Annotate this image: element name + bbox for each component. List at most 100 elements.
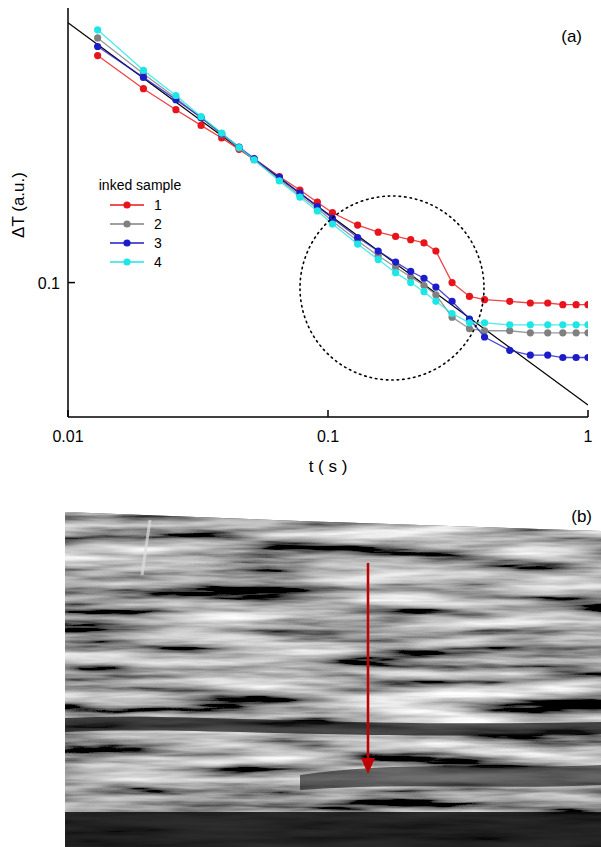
legend-marker xyxy=(123,220,130,227)
data-point xyxy=(527,329,534,336)
legend-label: 3 xyxy=(154,235,162,251)
image-streak xyxy=(300,765,601,790)
data-point xyxy=(527,321,534,328)
data-point xyxy=(481,333,488,340)
data-point xyxy=(448,279,455,286)
series-line xyxy=(98,46,588,357)
data-point xyxy=(235,145,242,152)
data-point xyxy=(506,321,513,328)
data-point xyxy=(420,239,427,246)
data-point xyxy=(544,329,551,336)
image-bottom-band xyxy=(65,812,601,847)
legend-label: 2 xyxy=(154,216,162,232)
arrow-shaft xyxy=(367,563,370,760)
data-point xyxy=(218,130,225,137)
data-point xyxy=(584,301,588,308)
legend-title: inked sample xyxy=(99,177,182,193)
data-point xyxy=(544,351,551,358)
data-point xyxy=(197,114,204,121)
legend-marker xyxy=(123,258,130,265)
data-point xyxy=(392,233,399,240)
data-point xyxy=(559,354,566,361)
data-point xyxy=(197,122,204,129)
data-point xyxy=(448,298,455,305)
legend-label: 4 xyxy=(154,254,162,270)
data-point xyxy=(172,92,179,99)
data-point xyxy=(506,298,513,305)
data-point xyxy=(559,301,566,308)
data-point xyxy=(140,67,147,74)
image-panel xyxy=(65,505,601,847)
figure: 0.01 0.1 1 0.1 t ( s ) ΔT (a.u.) (a) inked samp… xyxy=(0,0,601,847)
data-point xyxy=(375,229,382,236)
data-point xyxy=(481,319,488,326)
data-point xyxy=(276,177,283,184)
data-point xyxy=(251,156,258,163)
data-point xyxy=(584,354,588,361)
data-point xyxy=(407,279,414,286)
data-point xyxy=(407,236,414,243)
x-tick-label: 0.01 xyxy=(52,428,83,445)
x-tick xyxy=(327,410,329,417)
x-tick-label: 0.1 xyxy=(317,428,339,445)
data-point xyxy=(573,354,580,361)
data-point xyxy=(573,321,580,328)
data-point xyxy=(251,156,258,163)
data-point xyxy=(235,144,242,151)
data-point xyxy=(140,85,147,92)
data-point xyxy=(218,130,225,137)
data-point xyxy=(354,221,361,228)
data-point xyxy=(506,347,513,354)
data-point xyxy=(314,207,321,214)
x-tick-label: 1 xyxy=(584,428,593,445)
data-point xyxy=(432,283,439,290)
data-point xyxy=(559,321,566,328)
data-point xyxy=(527,351,534,358)
reference-line xyxy=(68,23,588,405)
data-point xyxy=(354,234,361,241)
y-axis-title: ΔT (a.u.) xyxy=(9,172,28,238)
data-point xyxy=(584,329,588,336)
data-point xyxy=(420,288,427,295)
data-point xyxy=(392,258,399,265)
data-point xyxy=(140,74,147,81)
arrow-head xyxy=(361,758,375,774)
data-point xyxy=(432,298,439,305)
legend-marker xyxy=(123,239,130,246)
image-streak xyxy=(142,520,150,575)
image-ground xyxy=(65,505,601,847)
x-tick xyxy=(587,410,589,417)
data-point xyxy=(329,220,336,227)
y-axis xyxy=(67,8,69,417)
data-point xyxy=(573,329,580,336)
data-point xyxy=(432,247,439,254)
panel-label: (b) xyxy=(571,507,592,526)
data-point xyxy=(94,43,101,50)
y-tick xyxy=(68,282,75,284)
data-point xyxy=(392,269,399,276)
x-axis-title: t ( s ) xyxy=(309,457,348,476)
plot-area xyxy=(68,23,588,405)
data-point xyxy=(94,26,101,33)
data-point xyxy=(251,156,258,163)
data-point xyxy=(296,194,303,201)
panel-label: (a) xyxy=(561,27,582,46)
series-line xyxy=(98,38,588,333)
data-point xyxy=(197,113,204,120)
data-point xyxy=(559,329,566,336)
data-point xyxy=(354,240,361,247)
data-point xyxy=(94,52,101,59)
series-line xyxy=(98,30,588,325)
data-point xyxy=(375,247,382,254)
image-texture xyxy=(65,505,601,847)
data-point xyxy=(544,321,551,328)
data-point xyxy=(527,299,534,306)
data-point xyxy=(573,301,580,308)
data-point xyxy=(94,34,101,41)
image-streak xyxy=(65,717,601,736)
data-point xyxy=(375,256,382,263)
y-tick-label: 0.1 xyxy=(38,275,60,292)
data-point xyxy=(432,291,439,298)
highlight-circle xyxy=(300,196,484,380)
data-point xyxy=(466,319,473,326)
